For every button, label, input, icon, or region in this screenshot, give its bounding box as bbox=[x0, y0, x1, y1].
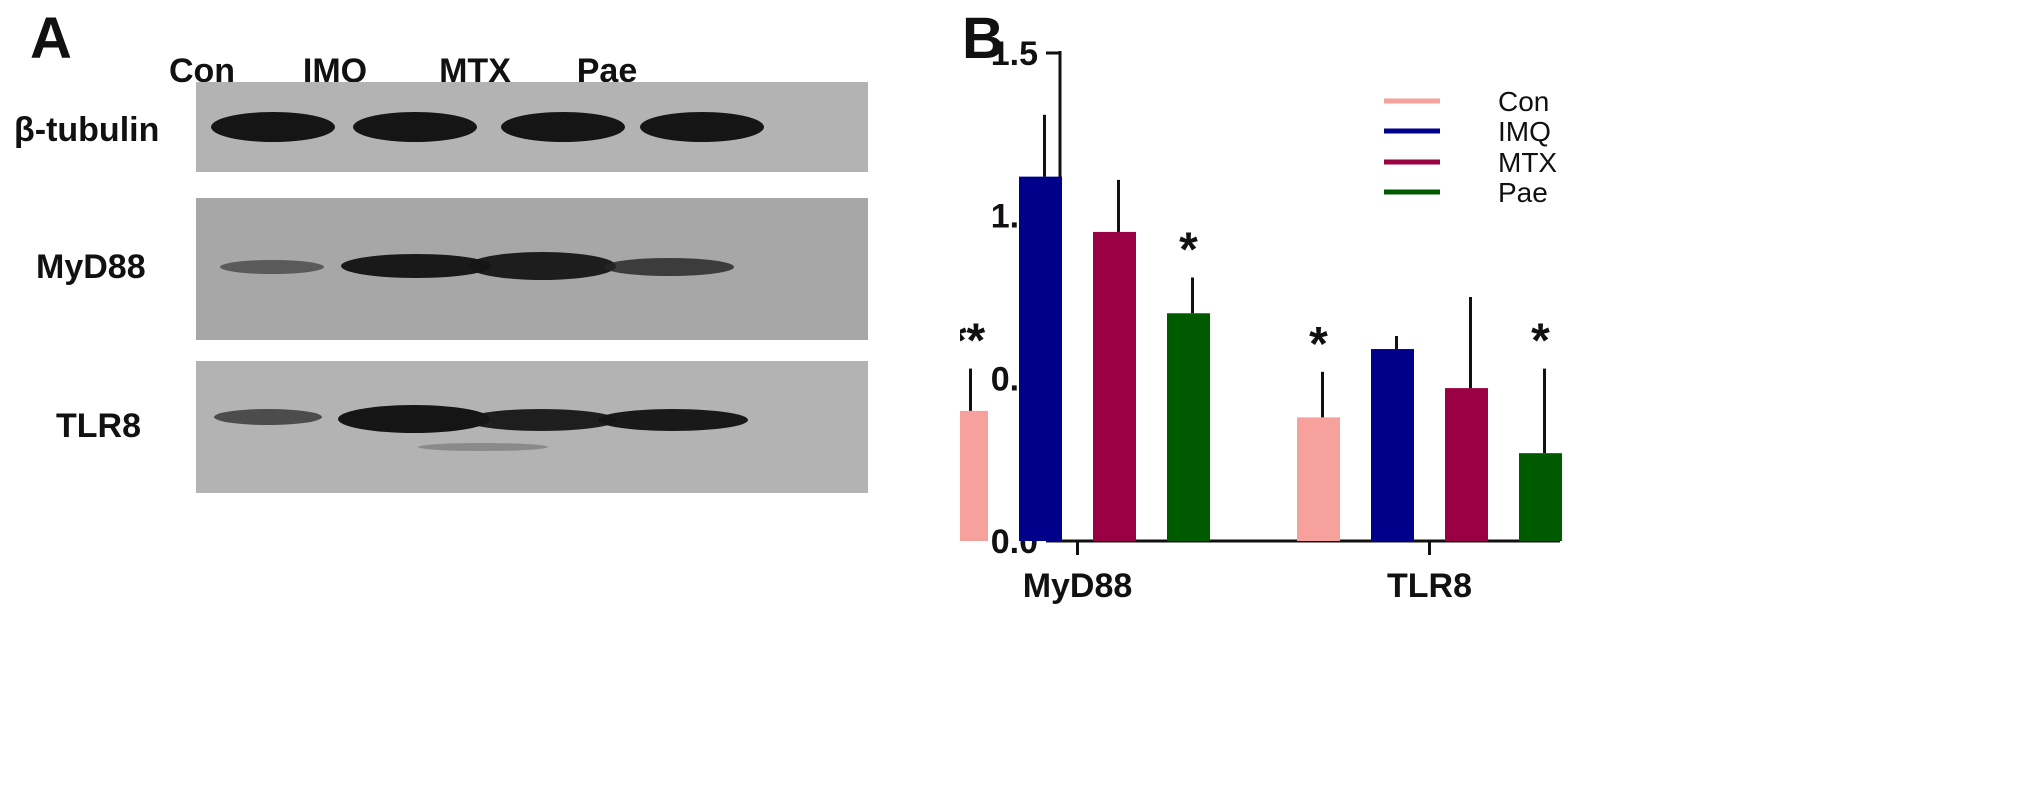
blot-label-tlr8: TLR8 bbox=[56, 407, 141, 445]
band-beta-tubulin-imq bbox=[353, 112, 477, 142]
x-tick-label-tlr8: TLR8 bbox=[1387, 567, 1472, 605]
x-tick-label-myd88: MyD88 bbox=[1023, 567, 1133, 605]
legend-label-imq: IMQ bbox=[1498, 116, 1551, 147]
bar-chart-svg: 0.00.51.01.5Relative protein level***MyD… bbox=[785, 35, 1562, 605]
band-beta-tubulin-pae bbox=[640, 112, 764, 142]
bar-myd88-con bbox=[945, 410, 988, 541]
bar-tlr8-mtx bbox=[1445, 388, 1488, 541]
bar-myd88-mtx bbox=[1093, 231, 1136, 541]
panel-b-bar-chart: B 0.00.51.01.5Relative protein level***M… bbox=[785, 0, 2034, 796]
band-beta-tubulin-con bbox=[211, 112, 335, 142]
blot-myd88 bbox=[196, 198, 868, 340]
panel-a-letter: A bbox=[30, 6, 72, 71]
band-tlr8-imq bbox=[338, 405, 490, 433]
significance-mark-tlr8-pae: * bbox=[1531, 315, 1550, 368]
legend-label-con: Con bbox=[1498, 86, 1549, 117]
legend-label-mtx: MTX bbox=[1498, 147, 1557, 178]
bar-tlr8-pae bbox=[1519, 453, 1562, 541]
panel-a-western-blot: A Con IMQ MTX Pae β-tubulin MyD88 TLR8 bbox=[0, 0, 960, 796]
blot-label-myd88: MyD88 bbox=[36, 248, 146, 286]
band-myd88-pae bbox=[604, 258, 734, 276]
significance-mark-myd88-pae: * bbox=[1179, 223, 1198, 276]
band-tlr8-pae bbox=[598, 409, 748, 431]
blot-tlr8 bbox=[196, 361, 868, 493]
bar-myd88-imq bbox=[1019, 176, 1062, 542]
band-myd88-con bbox=[220, 260, 324, 274]
panel-b-letter: B bbox=[962, 6, 1004, 71]
significance-mark-myd88-con: ** bbox=[960, 315, 986, 368]
band-myd88-imq bbox=[341, 254, 491, 278]
bar-tlr8-con bbox=[1297, 417, 1340, 541]
band-beta-tubulin-mtx bbox=[501, 112, 625, 142]
band-tlr8-mtx-faint bbox=[418, 443, 548, 451]
blot-beta-tubulin bbox=[196, 82, 868, 172]
legend-label-pae: Pae bbox=[1498, 177, 1548, 208]
bar-tlr8-imq bbox=[1371, 349, 1414, 541]
y-tick-label: 1.5 bbox=[991, 35, 1038, 73]
significance-mark-tlr8-con: * bbox=[1309, 318, 1328, 371]
bar-myd88-pae bbox=[1167, 313, 1210, 541]
band-tlr8-con bbox=[214, 409, 322, 425]
band-myd88-mtx bbox=[468, 252, 616, 280]
band-tlr8-mtx bbox=[466, 409, 616, 431]
blot-label-beta-tubulin: β-tubulin bbox=[14, 111, 160, 149]
